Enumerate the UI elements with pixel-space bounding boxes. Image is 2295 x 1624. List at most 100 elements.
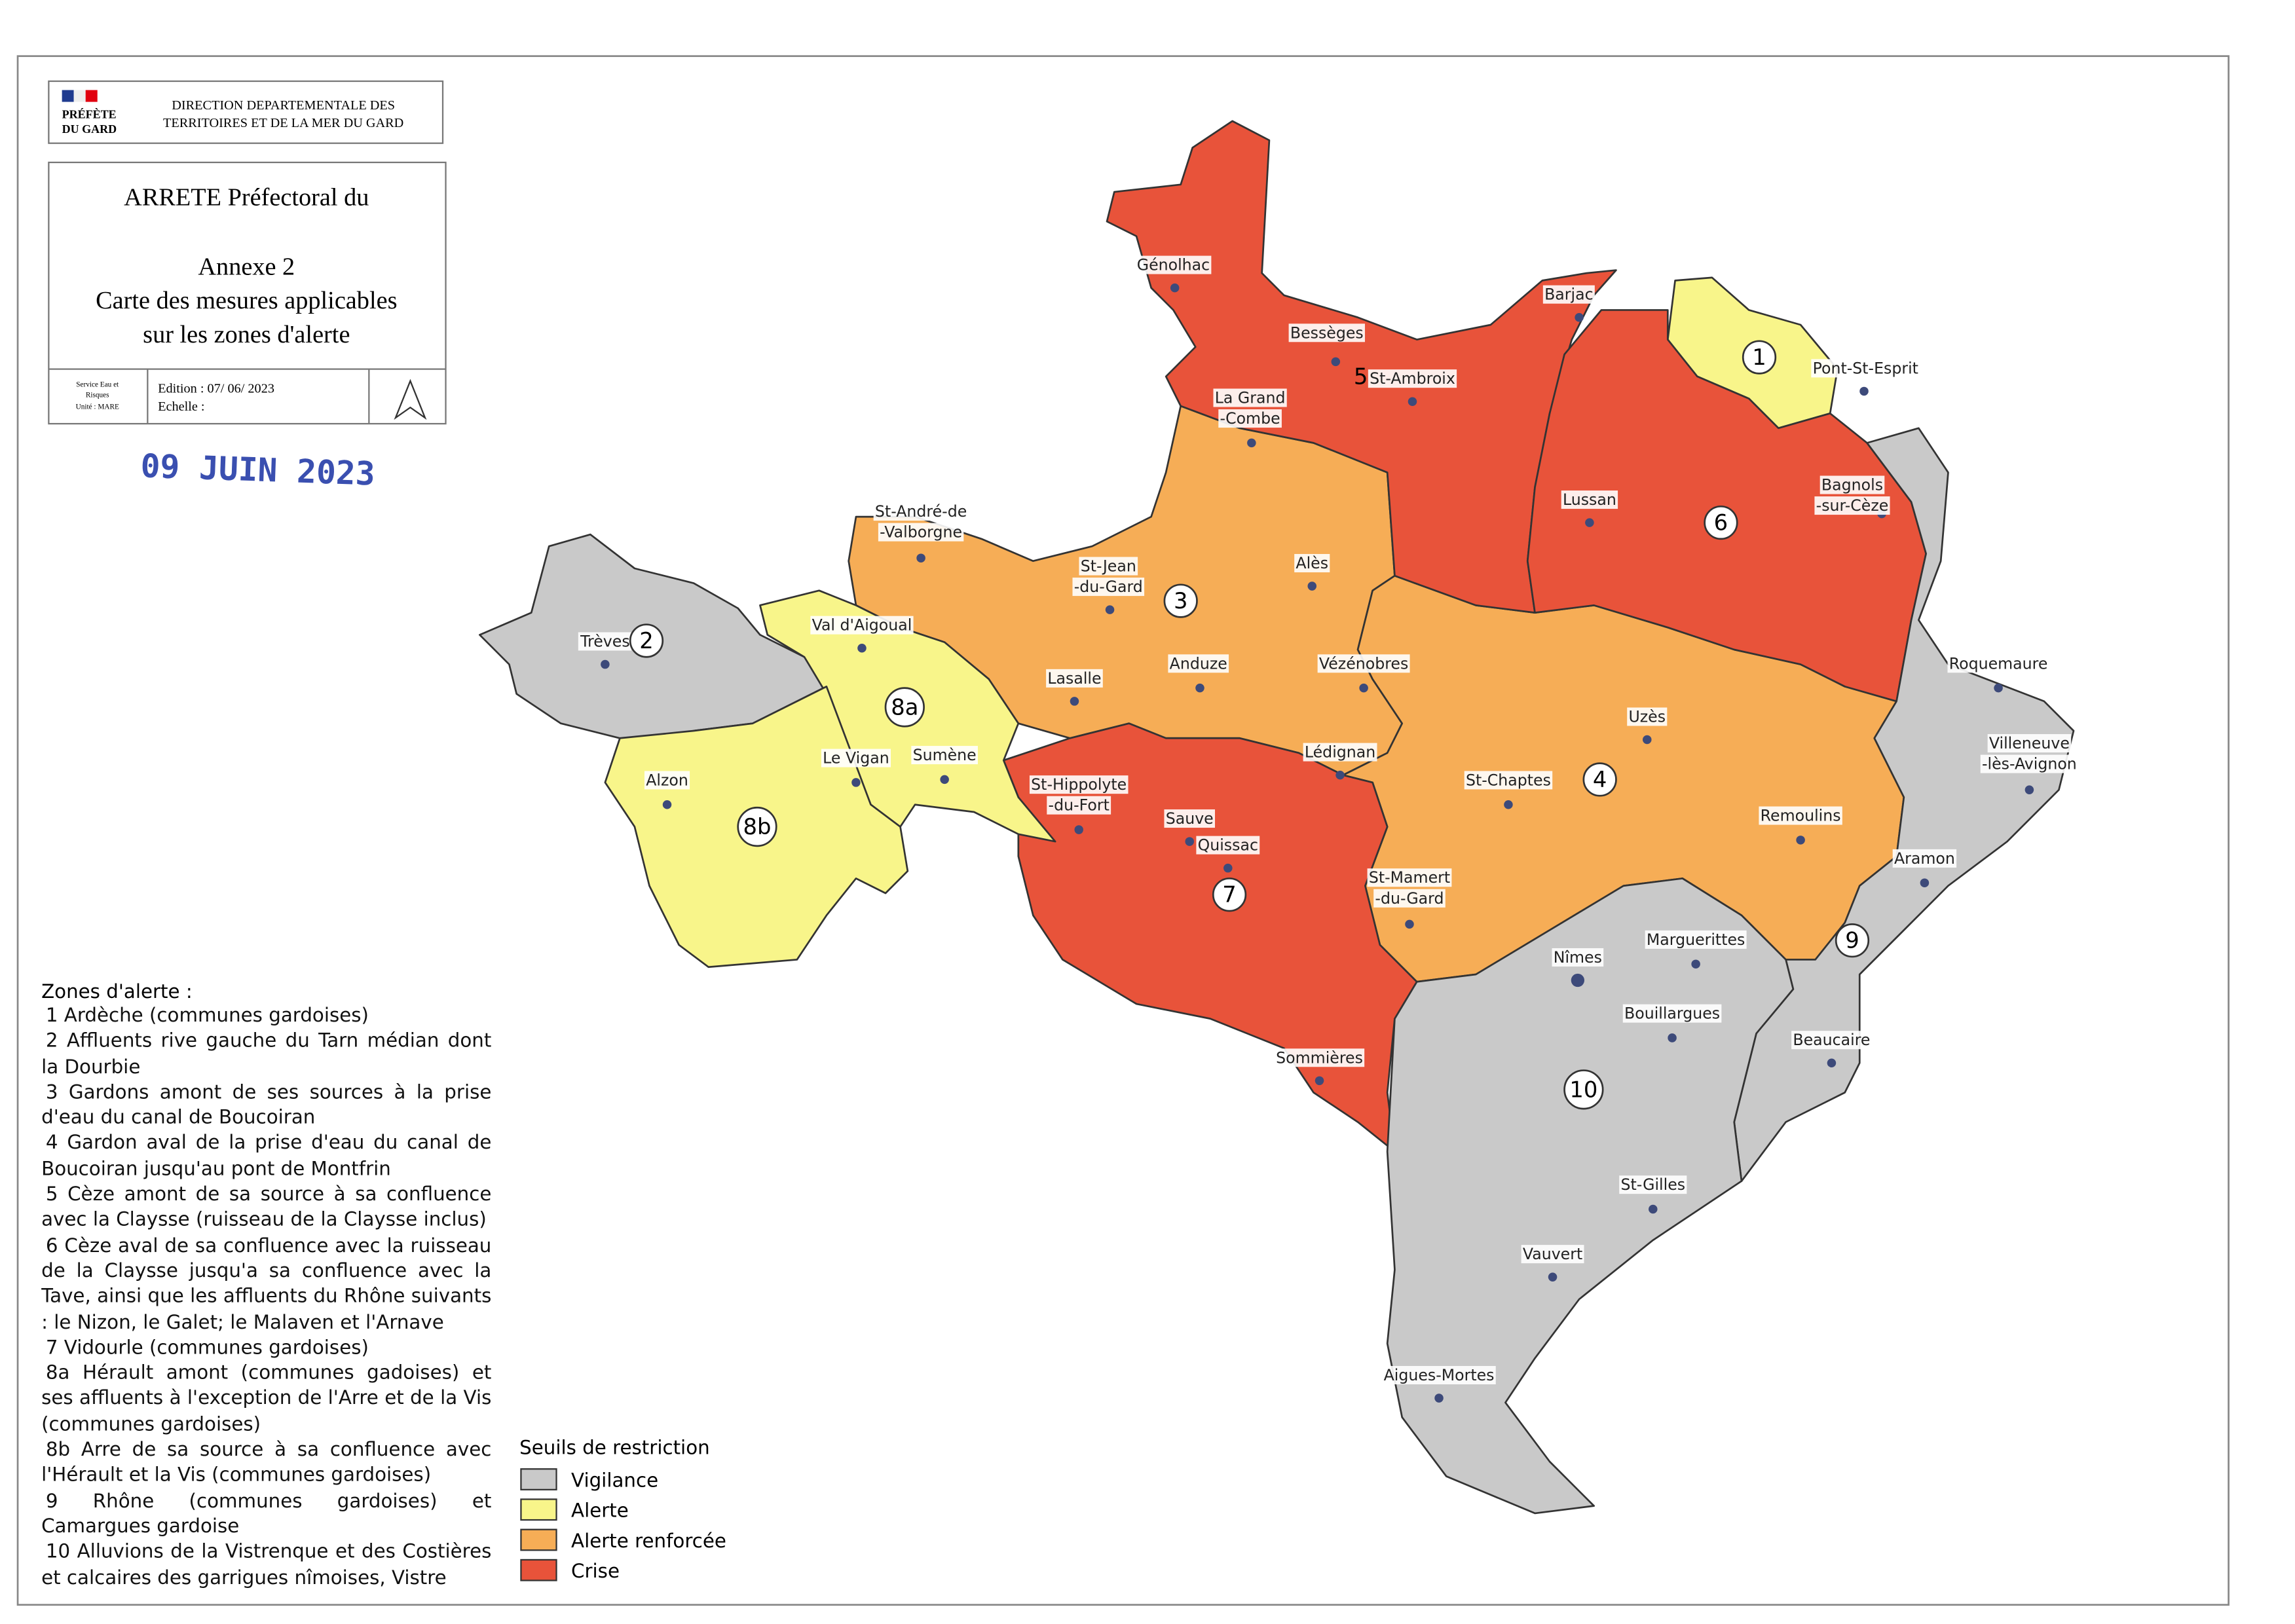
town-label: Villeneuve (1989, 734, 2070, 752)
alert-zone-item: 8b Arre de sa source à sa confluence ave… (41, 1439, 492, 1488)
town-label-bg (1072, 578, 1145, 597)
zone-number-circle (884, 687, 925, 728)
town-dot (916, 553, 925, 563)
town-dot (1195, 683, 1204, 693)
town-dot (851, 778, 861, 787)
town-label: Bagnols (1821, 476, 1883, 494)
town-dot (1643, 735, 1652, 745)
town-label-bg (1811, 359, 1920, 378)
town-label-bg (1196, 836, 1260, 855)
zone-number: 4 (1593, 767, 1607, 792)
town-label-bg (1892, 849, 1957, 868)
town-label: Alzon (646, 771, 688, 789)
town-dot (1920, 878, 1930, 887)
direction-text: TERRITOIRES ET DE LA MER DU GARD (163, 116, 403, 130)
echelle-text: Echelle : (158, 399, 204, 414)
town-label: -lès-Avignon (1982, 755, 2077, 773)
town-label-bg (1294, 553, 1330, 573)
zone-number: 7 (1222, 882, 1237, 908)
town-label: -du-Gard (1074, 578, 1143, 596)
title-text: sur les zones d'alerte (143, 321, 350, 348)
legend-swatch (520, 1468, 557, 1490)
town-label-bg (1079, 557, 1138, 576)
town-label-bg (1464, 771, 1553, 790)
town-label-bg (1947, 654, 2049, 673)
town-label-bg (1645, 930, 1747, 949)
alert-zone-item: 3 Gardons amont de ses sources à la pris… (41, 1082, 492, 1130)
town-dot (1247, 438, 1256, 448)
town-dot (601, 659, 610, 669)
town-dot (1223, 863, 1233, 873)
service-text: Service Eau et (76, 381, 119, 389)
service-text: Risques (86, 391, 109, 399)
alert-zone-item: 6 Cèze aval de sa confluence avec la rui… (41, 1235, 492, 1335)
town-dot (1994, 683, 2003, 693)
alert-zone-item: 7 Vidourle (communes gardoises) (45, 1337, 369, 1360)
town-dot (1548, 1272, 1558, 1282)
legend-label: Vigilance (571, 1469, 658, 1491)
town-label: Lédignan (1305, 743, 1375, 762)
zone-number: 8a (891, 694, 918, 720)
zone-number: 9 (1845, 928, 1859, 953)
town-label-bg (1368, 369, 1457, 388)
zone-number: 8b (743, 814, 772, 840)
direction-text: DIRECTION DEPARTEMENTALE DES (172, 98, 395, 113)
town-dot (1315, 1076, 1324, 1086)
zone-number: 6 (1714, 510, 1728, 536)
town-label: Nîmes (1554, 948, 1602, 967)
town-label-bg (1987, 734, 2072, 753)
town-label-bg (644, 771, 690, 790)
title-box (48, 161, 447, 425)
town-label-bg (873, 502, 969, 521)
town-label: Barjac (1544, 286, 1594, 304)
arrete-text: ARRETE Préfectoral du (124, 183, 369, 211)
legend-label: Alerte (571, 1500, 629, 1522)
alert-zone-item: 2 Affluents rive gauche du Tarn médian d… (41, 1031, 492, 1079)
alert-zone-item: 1 Ardèche (communes gardoises) (45, 1005, 369, 1028)
zone-number-circle (737, 806, 777, 847)
legend-label: Crise (571, 1560, 620, 1582)
towns: Génolhac Bessèges St-Ambroix Barjac Pont-St-… (578, 255, 2079, 1403)
town-label-bg (1135, 255, 1212, 274)
town-label: Lasalle (1047, 669, 1101, 688)
alert-zone-item: 9 Rhône (communes gardoises) et Camargue… (41, 1490, 492, 1539)
town-dot (1571, 973, 1584, 987)
town-label: Vauvert (1523, 1245, 1582, 1263)
flag-red (85, 90, 98, 102)
alert-zones-list: 1 Ardèche (communes gardoises) 2 Affluent… (41, 1004, 491, 1591)
zone-number: 1 (1752, 344, 1766, 370)
town-label: -du-Fort (1049, 796, 1110, 815)
town-label-bg (1303, 743, 1377, 762)
town-label-bg (1288, 323, 1365, 342)
town-dot (2024, 785, 2034, 794)
town-label: Génolhac (1137, 256, 1210, 274)
town-label-bg (1046, 669, 1103, 688)
town-label: Le Vigan (823, 749, 889, 767)
town-dot (1434, 1393, 1444, 1403)
town-label: Beaucaire (1793, 1031, 1870, 1049)
town-dot (1359, 683, 1368, 693)
town-dot (662, 800, 672, 809)
town-label: Roquemaure (1949, 654, 2048, 673)
annexe-text: Annexe 2 (198, 253, 295, 280)
town-label-bg (1218, 409, 1282, 428)
town-label: St-Ambroix (1370, 369, 1455, 388)
town-label: St-Chaptes (1466, 771, 1551, 789)
town-label-bg (1164, 809, 1215, 828)
town-dot (1074, 825, 1083, 834)
logo-text: PRÉFÈTE (62, 107, 117, 120)
town-dot (1408, 397, 1417, 406)
town-dot (1585, 518, 1594, 527)
town-label-bg (1552, 948, 1604, 967)
north-arrow (394, 378, 427, 420)
town-label: Lussan (1563, 490, 1616, 509)
zone-number-circle (1704, 505, 1738, 540)
town-label: Trèves (580, 632, 630, 650)
alert-zone-item: 4 Gardon aval de la prise d'eau du canal… (41, 1133, 492, 1181)
town-label-bg (1382, 1365, 1496, 1385)
alert-zone-item: 10 Alluvions de la Vistrenque et des Cos… (41, 1541, 492, 1590)
town-label: -du-Gard (1375, 889, 1444, 908)
legend-swatch (520, 1559, 557, 1581)
town-label-bg (1819, 475, 1885, 494)
